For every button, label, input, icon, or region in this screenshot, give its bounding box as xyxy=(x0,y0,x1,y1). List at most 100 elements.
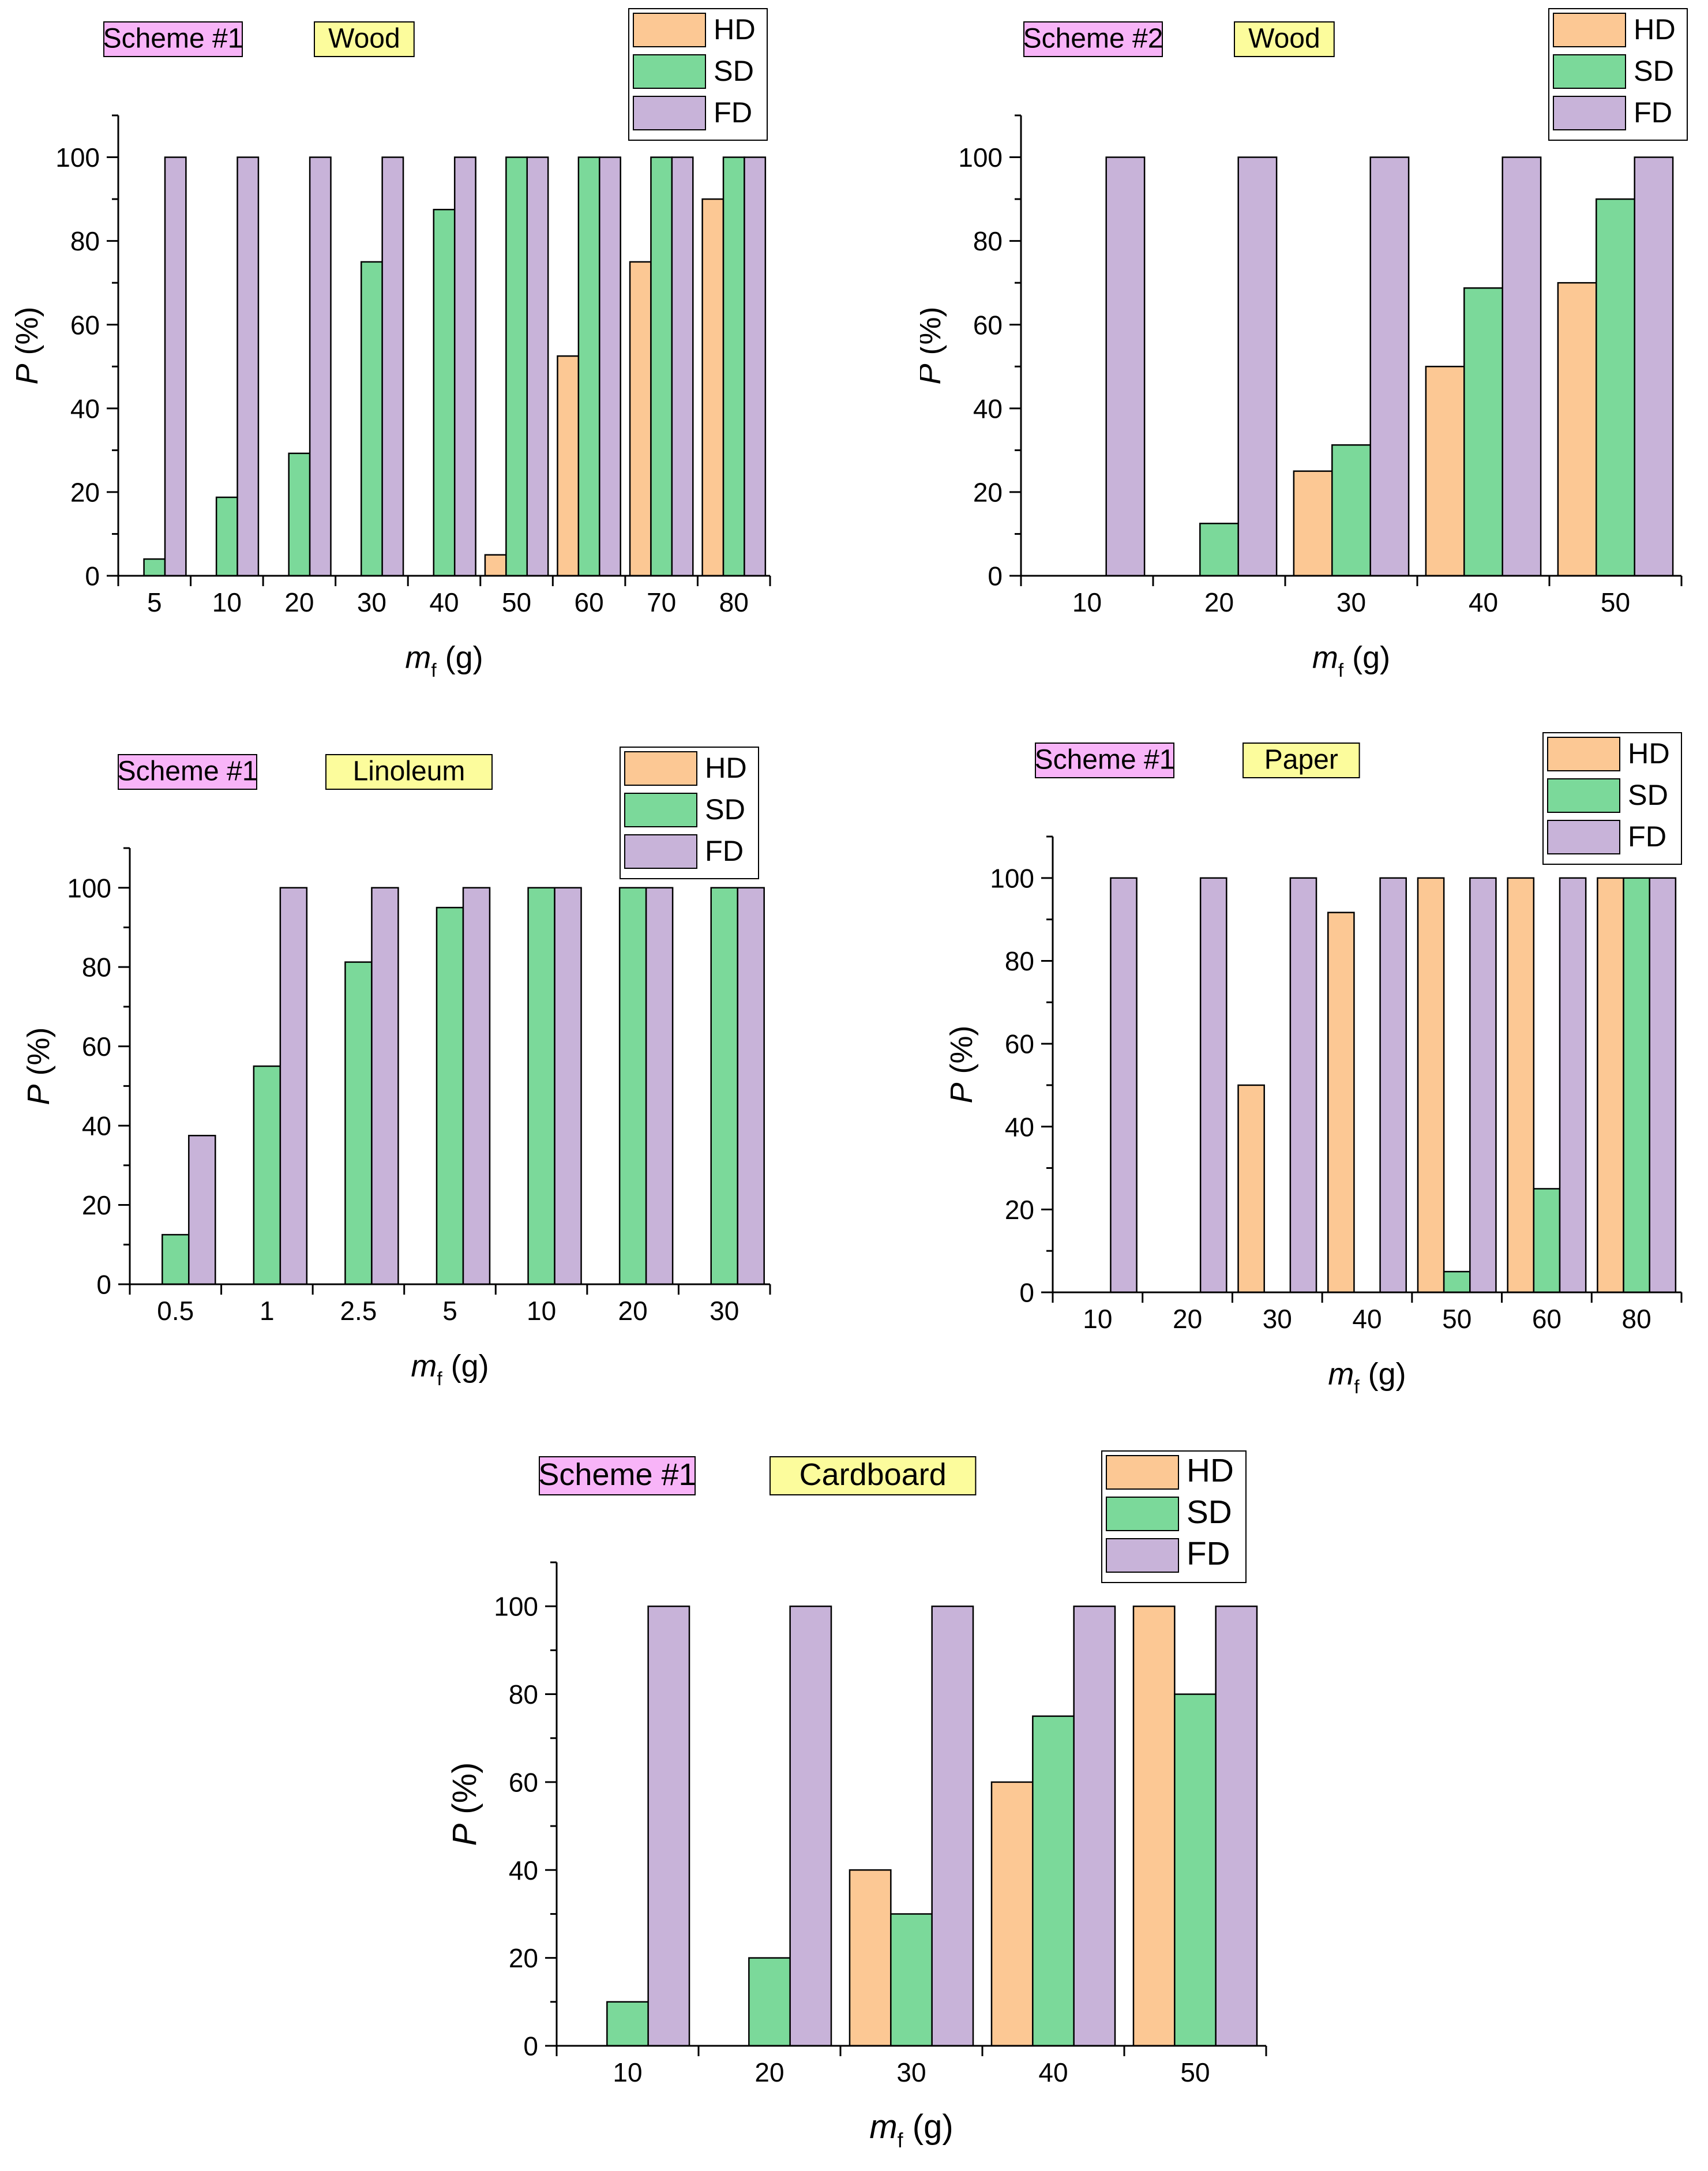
legend-label-fd: FD xyxy=(1628,820,1666,853)
bar-sd-20 xyxy=(1199,523,1239,577)
y-tick-label: 40 xyxy=(973,393,1003,423)
bar-hd-50 xyxy=(484,554,507,577)
scheme-tag-box xyxy=(1023,21,1163,57)
material-tag-label: Wood xyxy=(328,23,400,54)
legend: HD SD FD xyxy=(620,747,759,879)
bar-sd-50 xyxy=(1596,198,1635,577)
bar-fd-10 xyxy=(647,1605,690,2047)
material-tag-label: Paper xyxy=(1264,744,1338,775)
scheme-tag-label: Scheme #1 xyxy=(103,23,243,54)
bar-sd-5 xyxy=(143,558,166,577)
y-tick-label: 20 xyxy=(70,477,100,507)
x-tick-label: 40 xyxy=(1469,587,1498,617)
x-tick-label: 40 xyxy=(1038,2057,1068,2087)
bar-hd-30 xyxy=(1293,470,1333,577)
bar-fd-5 xyxy=(164,156,187,577)
bar-fd-50 xyxy=(1215,1605,1258,2047)
legend-label-hd: HD xyxy=(714,13,756,46)
bar-hd-40 xyxy=(990,1781,1034,2047)
legend-label-fd: FD xyxy=(705,834,744,867)
axes: 0 20 40 60 80 100 5 10 20 30 40 50 60 70 80 xyxy=(55,114,771,617)
y-tick-label: 0 xyxy=(1019,1278,1034,1308)
y-tick-label: 80 xyxy=(509,1679,538,1709)
bar-sd-5 xyxy=(436,906,464,1285)
bar-fd-60 xyxy=(1559,877,1587,1293)
y-tick-label: 80 xyxy=(973,226,1003,256)
legend-label-fd: FD xyxy=(714,96,752,129)
bar-sd-30 xyxy=(710,887,738,1285)
bar-fd-10 xyxy=(1105,156,1146,577)
x-tick-label: 50 xyxy=(1601,587,1630,617)
y-tick-label: 100 xyxy=(55,143,100,173)
legend-label-sd: SD xyxy=(705,793,745,826)
bar-fd-30 xyxy=(1289,877,1317,1293)
bar-sd-10 xyxy=(215,496,238,577)
title-tags: Scheme #1 Linoleum xyxy=(118,754,493,790)
bar-hd-80 xyxy=(701,198,725,577)
legend-label-fd: FD xyxy=(1634,96,1672,129)
bar-fd-20 xyxy=(309,156,332,577)
axes: 0 20 40 60 80 100 10 20 30 40 50 xyxy=(494,1561,1267,2087)
bar-hd-50 xyxy=(1417,877,1445,1293)
x-axis-title-subscript: f xyxy=(898,2128,904,2152)
y-axis-title-unit: (%) xyxy=(446,1762,483,1823)
x-axis-title-var: m xyxy=(405,640,431,675)
material-tag-label: Wood xyxy=(1248,23,1320,54)
x-axis-title-unit: (g) xyxy=(1343,640,1390,675)
bar-sd-20 xyxy=(288,452,311,577)
legend-swatch-hd xyxy=(633,13,706,47)
y-axis-title-var: P xyxy=(21,1084,56,1105)
x-axis-title-subscript: f xyxy=(1338,660,1344,681)
legend-swatch-hd xyxy=(1547,737,1620,771)
y-tick-label: 20 xyxy=(1005,1195,1034,1225)
x-tick-label: 10 xyxy=(212,587,242,617)
chart-panel-scheme2-wood: Scheme #2 Wood HD SD FD 0 20 40 60 80 100 10 20 30 40 5… xyxy=(913,0,1708,701)
x-tick-label: 20 xyxy=(284,587,314,617)
bar-fd-30 xyxy=(1369,156,1410,577)
x-axis-title-var: m xyxy=(869,2108,897,2146)
y-axis-title-var: P xyxy=(10,363,44,384)
x-tick-label: 50 xyxy=(1180,2057,1210,2087)
x-tick-label: 0.5 xyxy=(157,1296,194,1326)
bar-hd-40 xyxy=(1425,366,1465,577)
bar-sd-2-5 xyxy=(344,961,373,1285)
bar-fd-70 xyxy=(671,156,694,577)
bar-fd-50 xyxy=(526,156,549,577)
bar-hd-60 xyxy=(1507,877,1535,1293)
x-axis-title: mf (g) xyxy=(1312,640,1390,681)
legend-label-sd: SD xyxy=(714,54,754,87)
chart-panel-scheme1-wood: Scheme #1 Wood HD SD FD 0 20 40 60 80 100 5 10 20 30 40… xyxy=(0,0,854,701)
bar-fd-1 xyxy=(279,887,308,1285)
axes: 0 20 40 60 80 100 10 20 30 40 50 xyxy=(958,114,1683,617)
bar-sd-40 xyxy=(1463,287,1503,577)
x-tick-label: 50 xyxy=(1442,1304,1471,1334)
x-tick-label: 20 xyxy=(1204,587,1234,617)
legend-swatch-fd xyxy=(1553,96,1626,130)
x-axis-title-unit: (g) xyxy=(1360,1357,1406,1392)
x-axis-title-var: m xyxy=(411,1349,437,1383)
bars xyxy=(606,1605,1258,2047)
y-tick-label: 60 xyxy=(973,310,1003,340)
bar-sd-30 xyxy=(360,261,383,577)
y-axis-title-var: P xyxy=(446,1824,483,1846)
y-tick-label: 60 xyxy=(82,1032,111,1062)
bar-sd-1 xyxy=(253,1065,281,1285)
legend-swatch-hd xyxy=(1553,13,1626,47)
bar-fd-10 xyxy=(237,156,260,577)
bars xyxy=(1105,156,1674,577)
y-axis-title: P (%) xyxy=(944,1025,979,1103)
x-tick-label: 10 xyxy=(1083,1304,1112,1334)
x-tick-label: 60 xyxy=(1532,1304,1561,1334)
bar-hd-70 xyxy=(629,261,652,577)
axes: 0 20 40 60 80 100 10 20 30 40 50 60 80 xyxy=(990,835,1683,1334)
bar-fd-5 xyxy=(462,887,491,1285)
legend-swatch-hd xyxy=(624,751,697,786)
x-tick-label: 30 xyxy=(896,2057,926,2087)
y-axis-title-unit: (%) xyxy=(21,1027,56,1084)
legend-label-hd: HD xyxy=(1634,13,1676,46)
x-tick-label: 5 xyxy=(442,1296,457,1326)
bar-sd-20 xyxy=(618,887,647,1285)
x-axis-title-unit: (g) xyxy=(442,1349,489,1383)
legend-swatch-fd xyxy=(1106,1538,1179,1573)
material-tag-label: Cardboard xyxy=(799,1457,947,1492)
